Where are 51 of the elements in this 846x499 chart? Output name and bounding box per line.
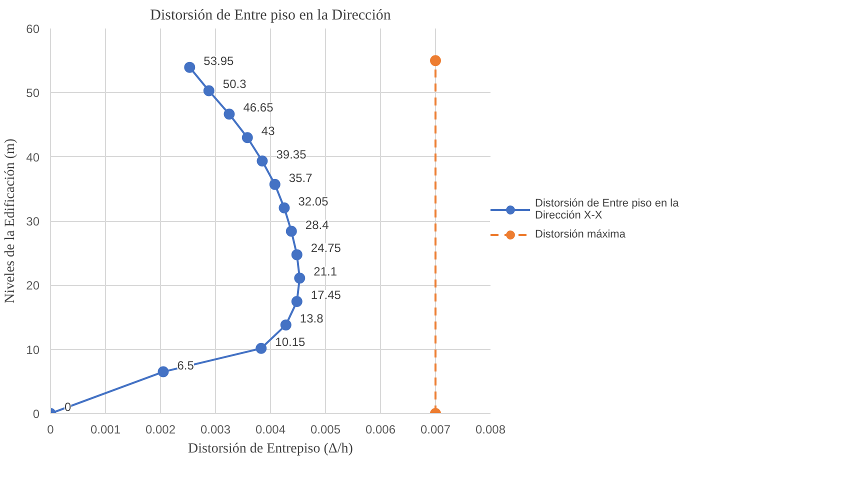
point [256,342,267,354]
legend-label: Distorsión de Entre piso en la Dirección X-X [535,197,679,221]
y-tick-label: 50 [26,86,40,100]
y-tick-label: 10 [26,342,40,357]
point [256,156,268,166]
data-label: 43 [261,124,276,138]
x-axis-title: Distorsión de Entrepiso (Δ/h) [188,442,354,456]
y-tick-label: 20 [26,278,40,293]
point [184,62,196,73]
x-tick-label: 0.004 [255,422,286,436]
data-label: 21.1 [314,264,338,279]
x-tick-label: 0.002 [145,422,176,436]
y-axis-title: Niveles de la Edificación (m) [3,138,18,304]
data-label: 53.95 [204,54,234,68]
point [286,226,297,237]
point [203,85,214,96]
data-label: 17.45 [310,288,342,302]
data-label: 13.8 [300,311,324,326]
point [269,178,280,190]
point [430,55,441,66]
y-tick-label: 60 [26,22,40,36]
y-tick-label: 40 [26,150,40,164]
x-tick-label: 0.008 [475,422,506,436]
point [280,319,292,330]
point [294,272,306,284]
x-tick-label: 0.006 [365,422,396,436]
data-label: 50.3 [222,77,247,92]
data-label: 32.05 [298,194,329,208]
x-tick-label: 0.003 [200,422,231,436]
y-tick-label: 30 [26,214,40,228]
data-label: 46.65 [243,100,274,115]
point [291,296,302,308]
point [291,249,302,260]
data-label: 6.5 [177,358,194,372]
x-tick-label: 0.007 [420,422,451,436]
data-label: 10.15 [275,334,306,349]
data-label: 35.7 [288,170,313,185]
point [224,108,235,120]
data-label: 24.75 [310,241,342,256]
x-tick-label: 0.005 [310,422,341,436]
data-label: 39.35 [276,148,307,162]
x-tick-label: 0.001 [90,422,121,436]
data-label: 28.4 [305,218,330,232]
data-label: 0 [64,400,72,414]
legend-label: Distorsión máxima [535,228,626,240]
point [278,202,290,214]
point [242,132,253,144]
x-tick-label: 0 [47,422,54,436]
chart-title: Distorsión de Entre piso en la Dirección [150,8,392,24]
y-tick-label: 0 [32,407,40,421]
point [158,366,169,378]
